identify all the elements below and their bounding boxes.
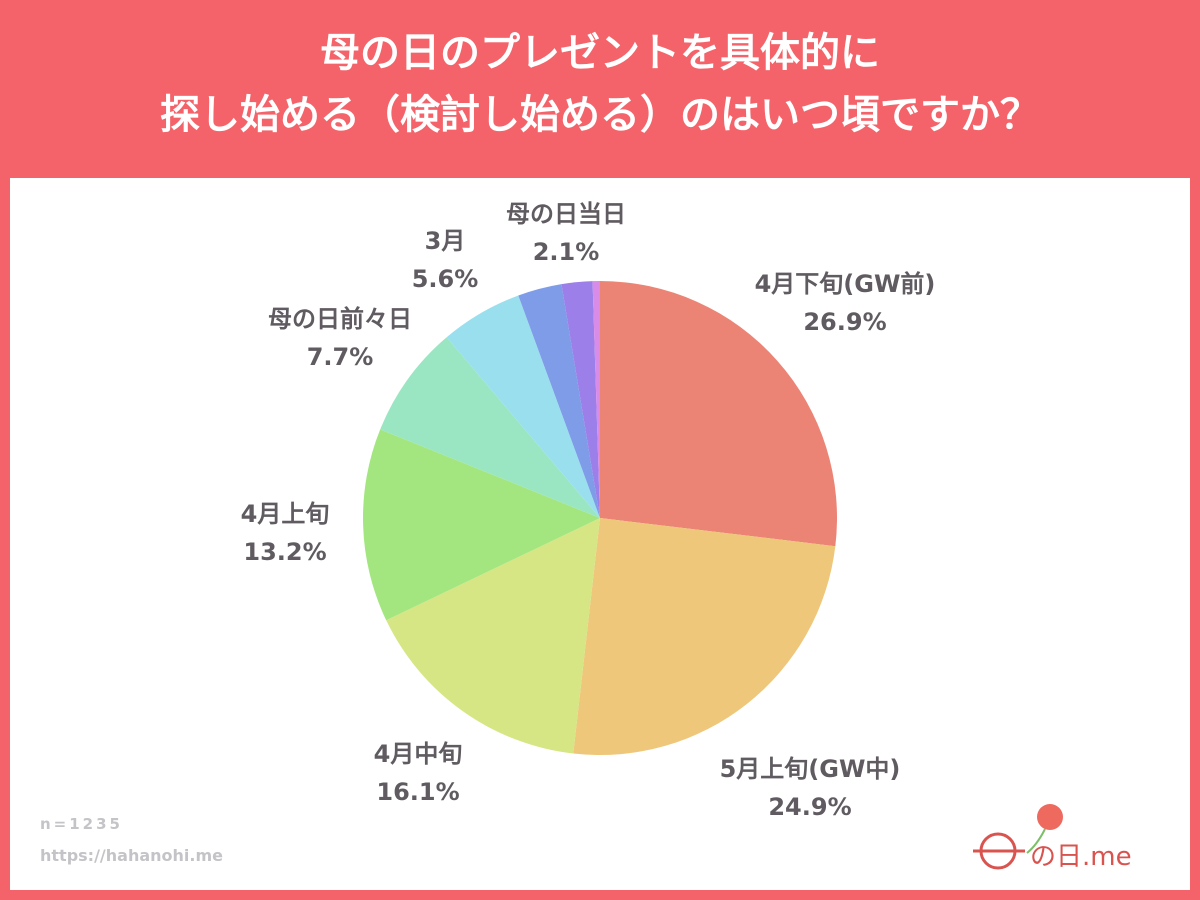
pie-slice-4 [380,337,600,518]
pie-slice-0 [600,281,837,547]
pie-slice-6 [518,284,600,518]
pie-slice-8 [592,281,600,518]
pie-slice-3 [363,429,600,621]
pie-slice-7 [561,281,600,518]
slice-label-2: 4月中旬 16.1% [373,740,463,806]
slice-label-1: 5月上旬(GW中) 24.9% [719,755,901,821]
carnation-icon [1037,804,1063,830]
pie-slice-1 [573,518,836,756]
slice-label-0: 4月下旬(GW前) 26.9% [754,270,936,336]
chart-title: 母の日のプレゼントを具体的に 探し始める（検討し始める）のはいつ頃ですか？ [0,22,1200,146]
logo-text: の日.me [1030,842,1132,872]
source-url: https://hahanohi.me [40,846,223,865]
slice-label-3: 4月上旬 13.2% [240,500,330,566]
slice-label-5: 3月 5.6% [411,227,479,293]
hahanohi-logo: の日.me [973,804,1132,872]
pie-slice-5 [446,295,600,518]
slice-label-4: 母の日前々日 7.7% [268,305,412,371]
title-line-2: 探し始める（検討し始める）のはいつ頃ですか？ [160,92,1040,138]
slice-label-7: 母の日当日 2.1% [506,200,626,266]
title-line-1: 母の日のプレゼントを具体的に [320,30,880,76]
pie-slice-2 [386,518,600,754]
sample-size: n=1235 [40,815,123,833]
